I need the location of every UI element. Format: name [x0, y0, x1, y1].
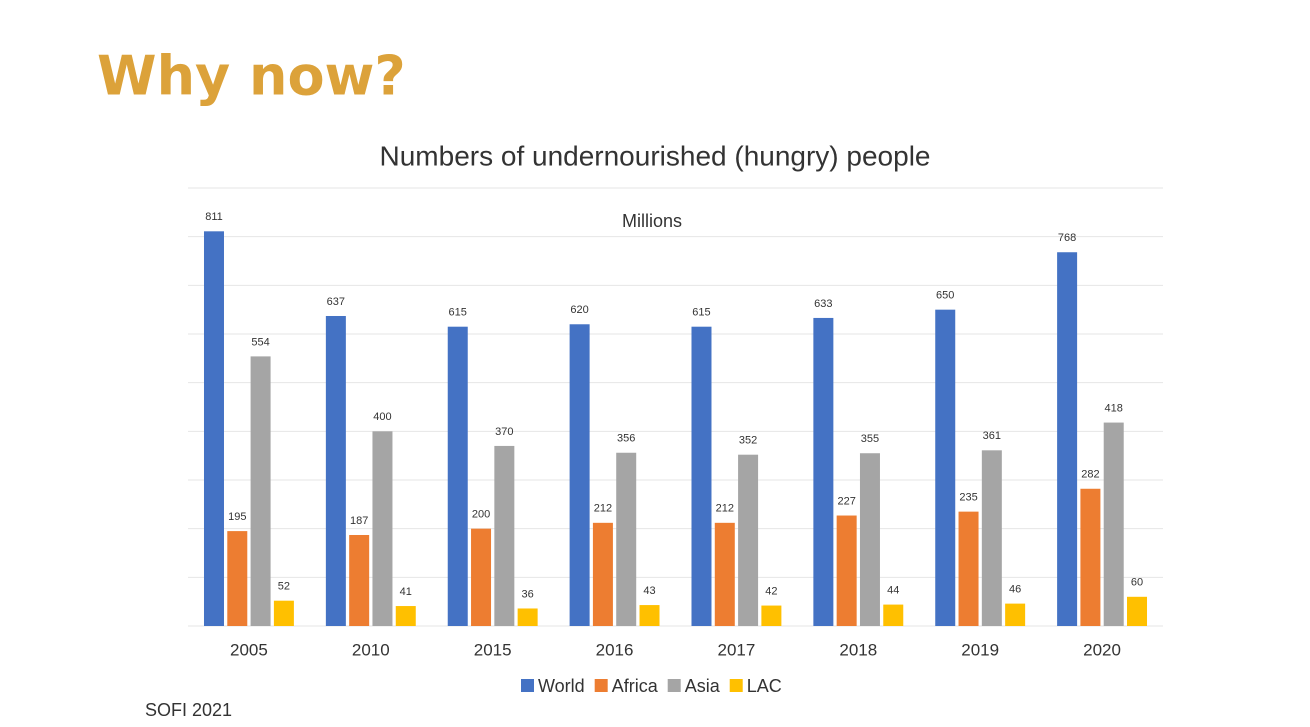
bar — [836, 515, 857, 626]
bar — [813, 317, 834, 626]
data-label: 768 — [1058, 232, 1076, 244]
data-label: 42 — [765, 585, 777, 597]
bar — [569, 324, 590, 626]
data-label: 235 — [959, 492, 977, 504]
bar — [958, 511, 979, 626]
legend-label: LAC — [747, 676, 782, 696]
source: SOFI 2021 — [145, 700, 232, 720]
bar — [616, 452, 637, 626]
x-tick-label: 2010 — [352, 640, 390, 659]
x-tick-label: 2016 — [596, 640, 634, 659]
bar — [372, 431, 393, 626]
bar — [1103, 422, 1124, 626]
data-label: 615 — [692, 307, 710, 319]
legend-swatch — [729, 679, 743, 692]
bar — [691, 326, 712, 626]
data-label: 212 — [716, 503, 734, 515]
data-label: 60 — [1131, 577, 1143, 589]
legend-label: Africa — [612, 676, 659, 696]
data-label: 41 — [400, 586, 412, 598]
data-label: 227 — [837, 495, 855, 507]
bar — [883, 604, 904, 626]
x-tick-label: 2020 — [1083, 640, 1121, 659]
x-tick-label: 2005 — [230, 640, 268, 659]
x-tick-label: 2018 — [839, 640, 877, 659]
bar — [325, 315, 346, 626]
bar — [714, 522, 735, 626]
data-label: 200 — [472, 509, 490, 521]
x-tick-label: 2015 — [474, 640, 512, 659]
bar — [859, 453, 880, 626]
legend-swatch — [594, 679, 608, 692]
bar — [1127, 596, 1148, 626]
x-tick-label: 2019 — [961, 640, 999, 659]
chart-title: Numbers of undernourished (hungry) peopl… — [380, 140, 931, 171]
legend-swatch — [521, 679, 534, 692]
bar — [349, 534, 370, 626]
bar — [639, 605, 660, 626]
data-label: 46 — [1009, 584, 1021, 596]
bar — [738, 454, 759, 626]
bar — [1005, 603, 1026, 626]
data-label: 633 — [814, 298, 832, 310]
bar — [1080, 488, 1101, 626]
data-label: 418 — [1105, 402, 1123, 414]
slide-title: Why now? — [97, 45, 406, 108]
bar — [250, 356, 271, 626]
data-label: 620 — [570, 304, 588, 316]
x-tick-label: 2017 — [718, 640, 756, 659]
legend-swatch — [667, 679, 681, 692]
data-label: 361 — [983, 430, 1001, 442]
data-label: 355 — [861, 433, 879, 445]
data-label: 43 — [643, 585, 655, 597]
legend-label: Asia — [685, 676, 721, 696]
data-label: 811 — [205, 211, 223, 223]
bar — [203, 231, 224, 626]
bar — [935, 309, 956, 626]
data-label: 36 — [522, 588, 534, 600]
bar — [494, 445, 515, 626]
data-label: 187 — [350, 515, 368, 527]
data-label: 356 — [617, 433, 635, 445]
bar — [592, 522, 613, 626]
bar — [981, 450, 1002, 626]
data-label: 650 — [936, 290, 954, 302]
bar — [395, 606, 416, 626]
data-label: 195 — [228, 511, 246, 523]
data-label: 52 — [278, 581, 290, 593]
bar — [761, 605, 782, 626]
data-label: 370 — [495, 426, 513, 438]
bar — [273, 600, 294, 626]
data-label: 554 — [251, 336, 269, 348]
data-label: 615 — [449, 307, 467, 319]
bar — [447, 326, 468, 626]
data-label: 282 — [1081, 469, 1099, 481]
bar — [471, 528, 492, 626]
data-label: 44 — [887, 584, 899, 596]
chart-subtitle: Millions — [622, 211, 682, 231]
data-label: 400 — [373, 411, 391, 423]
bar — [1057, 252, 1078, 627]
legend-label: World — [538, 676, 585, 696]
bar — [517, 608, 538, 626]
data-label: 637 — [327, 296, 345, 308]
bar — [227, 531, 248, 626]
data-label: 212 — [594, 503, 612, 515]
data-label: 352 — [739, 435, 757, 447]
